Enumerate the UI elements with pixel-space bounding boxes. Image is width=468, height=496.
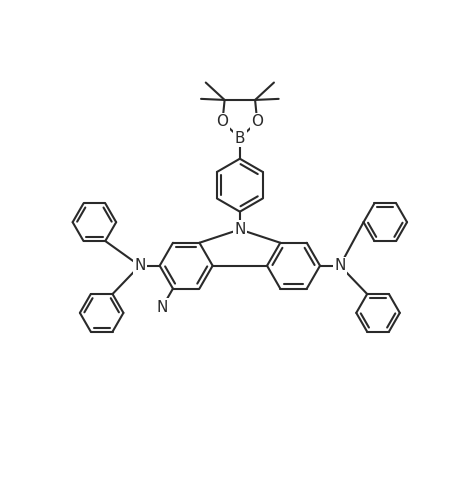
Text: O: O [216, 114, 228, 129]
Text: N: N [134, 258, 146, 273]
Text: O: O [251, 114, 263, 129]
Text: N: N [156, 300, 168, 315]
Text: B: B [234, 130, 245, 145]
Text: N: N [234, 222, 246, 237]
Text: N: N [334, 258, 346, 273]
